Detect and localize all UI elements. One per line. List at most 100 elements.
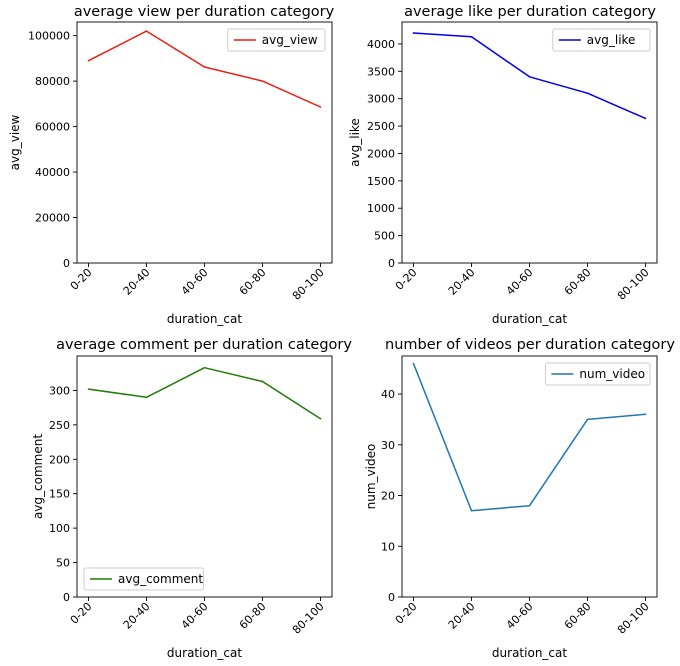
legend: avg_like [552, 28, 651, 52]
data-point [528, 75, 531, 78]
x-tick-label: 0-20 [68, 266, 95, 293]
data-point [644, 413, 647, 416]
x-tick-label: 20-40 [446, 600, 478, 632]
data-point [319, 417, 322, 420]
plot-frame [76, 355, 333, 598]
legend-label: avg_comment [118, 572, 203, 586]
y-tick-label: 50 [56, 557, 70, 570]
legend: num_video [544, 362, 651, 386]
y-tick-label: 0 [388, 257, 395, 270]
data-point [528, 504, 531, 507]
x-tick-label: 40-60 [179, 600, 211, 632]
data-point [319, 106, 322, 108]
legend-box [552, 28, 651, 52]
x-axis-label: duration_cat [167, 646, 242, 660]
x-tick-label: 80-100 [615, 600, 652, 637]
y-axis-label: avg_view [8, 114, 22, 170]
x-tick-label: 0-20 [393, 600, 420, 627]
plot-frame [76, 21, 333, 264]
y-tick-label: 200 [49, 453, 70, 466]
data-point [87, 388, 90, 390]
x-tick-label: 20-40 [446, 266, 478, 298]
y-tick-label: 0 [63, 591, 70, 604]
y-tick-label: 500 [374, 230, 395, 243]
legend: avg_comment [83, 567, 204, 591]
legend-label: avg_view [262, 33, 318, 47]
x-tick-label: 80-100 [290, 600, 327, 637]
legend-label: avg_like [587, 33, 636, 47]
y-tick-label: 20000 [35, 212, 70, 225]
y-tick-label: 80000 [35, 75, 70, 88]
y-tick-label: 3000 [367, 93, 395, 106]
x-tick-label: 80-100 [615, 266, 652, 303]
legend-label: num_video [579, 367, 645, 381]
y-tick-label: 250 [49, 419, 70, 432]
y-axis-label: avg_comment [31, 434, 45, 519]
y-tick-label: 1500 [367, 175, 395, 188]
y-tick-label: 60000 [35, 121, 70, 134]
series-line-avg_comment [88, 366, 321, 420]
y-tick-label: 40 [381, 388, 395, 401]
x-tick-label: 60-80 [237, 600, 269, 632]
legend: avg_view [227, 28, 326, 52]
y-tick-label: 0 [388, 591, 395, 604]
x-axis-label: duration_cat [492, 646, 567, 660]
x-tick-label: 80-100 [290, 266, 327, 303]
chart-4: number of videos per duration category 0 1… [364, 337, 675, 660]
x-axis-label: duration_cat [167, 312, 242, 326]
y-axis-label: num_video [364, 444, 378, 510]
x-axis-label: duration_cat [492, 312, 567, 326]
legend-box [544, 362, 651, 386]
y-tick-label: 4000 [367, 38, 395, 51]
x-tick-label: 0-20 [393, 266, 420, 293]
chart-2: average like per duration category 0 500 10… [348, 4, 658, 326]
x-tick-label: 60-80 [562, 266, 594, 298]
series-line-num_video [412, 363, 646, 512]
chart-1: average view per duration category 0 20000… [8, 4, 335, 326]
data-point [203, 66, 206, 68]
data-point [412, 32, 415, 34]
x-tick-label: 0-20 [68, 600, 95, 627]
x-tick-label: 20-40 [121, 266, 153, 298]
y-tick-label: 300 [49, 384, 70, 397]
data-point [261, 80, 264, 82]
x-tick-label: 40-60 [504, 600, 536, 632]
data-point [203, 366, 206, 369]
chart-3: average comment per duration category 0 50… [31, 337, 352, 660]
x-tick-label: 60-80 [562, 600, 594, 632]
data-point [412, 362, 415, 365]
chart-title: average comment per duration category [56, 337, 352, 353]
data-point [586, 418, 589, 421]
x-tick-label: 20-40 [121, 600, 153, 632]
data-point [644, 117, 647, 120]
y-tick-label: 10 [381, 540, 395, 553]
legend-box [83, 567, 204, 591]
data-point [470, 35, 473, 38]
data-point [586, 92, 589, 95]
y-tick-label: 0 [63, 257, 70, 270]
chart-title: average like per duration category [404, 4, 656, 20]
y-tick-label: 150 [49, 488, 70, 501]
y-tick-label: 100000 [28, 30, 70, 43]
y-tick-label: 40000 [35, 166, 70, 179]
y-tick-label: 20 [381, 490, 395, 503]
chart-title: average view per duration category [74, 4, 335, 20]
y-tick-label: 2000 [367, 147, 395, 160]
data-point [87, 59, 90, 62]
x-tick-label: 60-80 [237, 266, 269, 298]
plot-frame [401, 355, 658, 598]
data-point [145, 396, 148, 399]
data-point [145, 30, 148, 32]
data-point [261, 380, 264, 383]
legend-box [227, 28, 326, 52]
y-tick-label: 3500 [367, 65, 395, 78]
chart-title: number of videos per duration category [385, 337, 675, 353]
y-tick-label: 30 [381, 439, 395, 452]
y-tick-label: 2500 [367, 120, 395, 133]
y-tick-label: 1000 [367, 202, 395, 215]
x-tick-label: 40-60 [179, 266, 211, 298]
y-axis-label: avg_like [348, 118, 362, 167]
y-tick-label: 100 [49, 522, 70, 535]
plot-frame [401, 21, 658, 264]
